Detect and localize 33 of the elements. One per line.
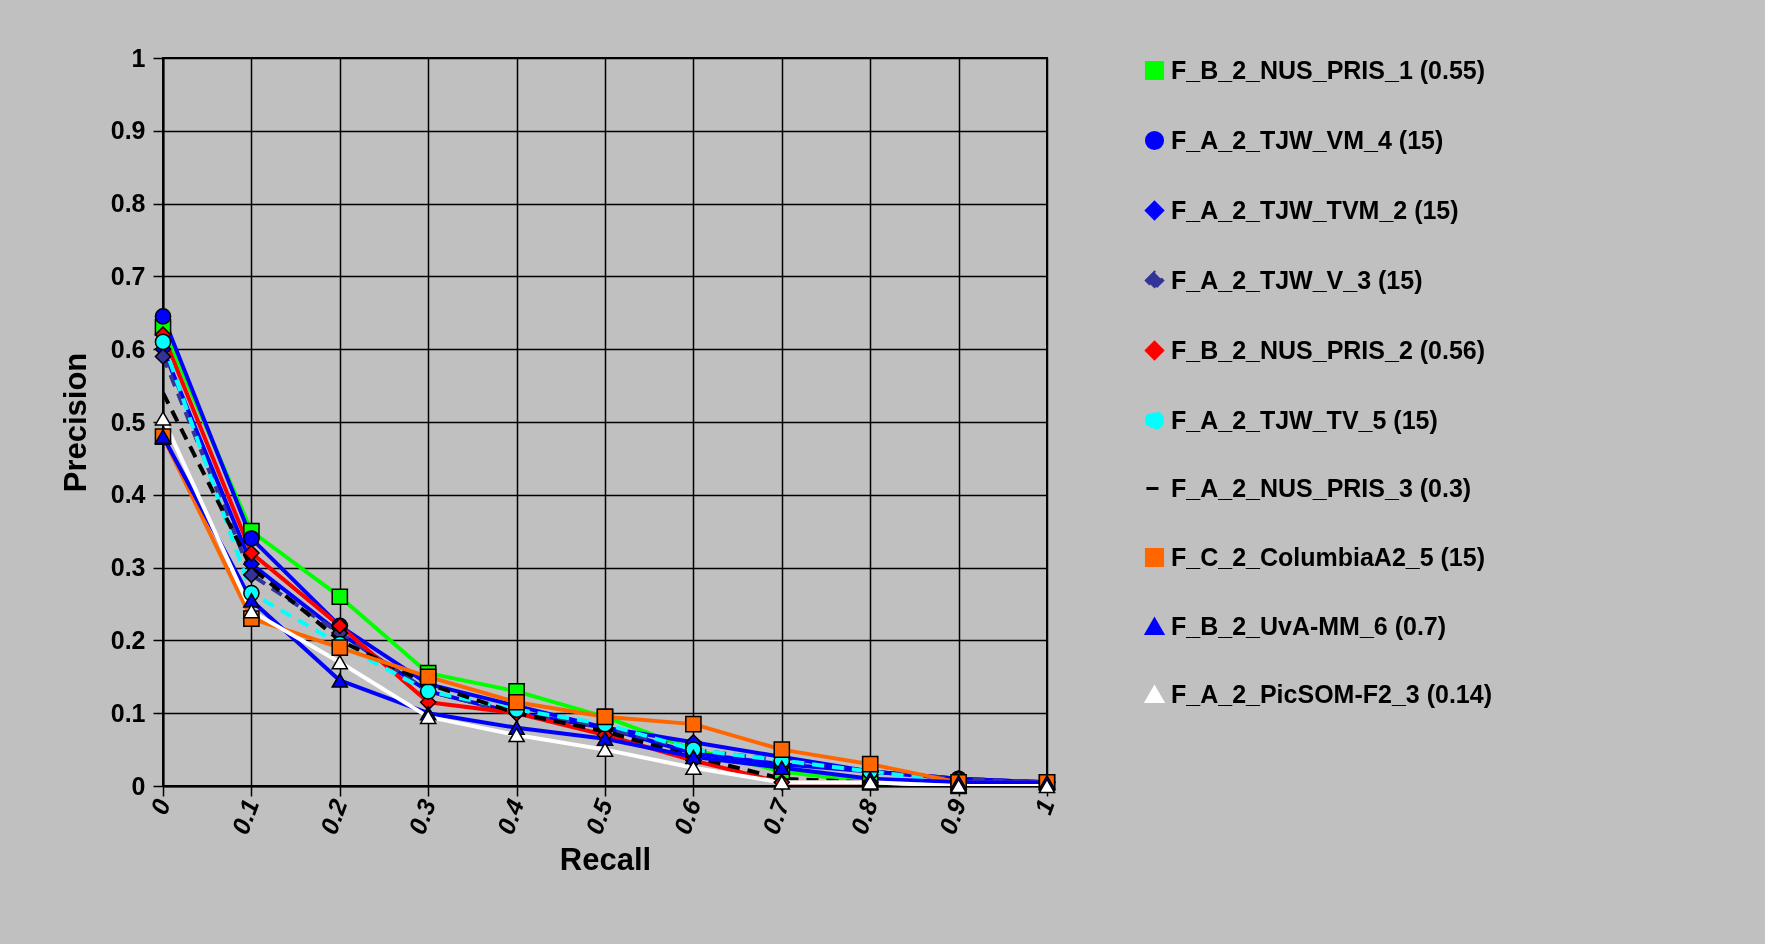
y-tick-label: 0.5	[110, 407, 146, 436]
y-tick-label: 0	[131, 771, 146, 800]
x-tick-label: 0.8	[844, 795, 883, 838]
legend-label: F_B_2_NUS_PRIS_2 (0.56)	[1171, 335, 1486, 364]
y-tick-label: 0.6	[110, 334, 146, 363]
x-axis-title: Recall	[559, 841, 652, 877]
legend-label: F_A_2_TJW_TV_5 (15)	[1171, 405, 1438, 434]
y-tick-label: 0.3	[110, 553, 146, 582]
x-tick-label: 1	[1028, 795, 1060, 819]
legend-label: F_B_2_NUS_PRIS_1 (0.55)	[1171, 55, 1486, 84]
y-tick-label: 0.2	[110, 625, 146, 654]
y-tick-label: 0.1	[110, 698, 146, 727]
x-tick-label: 0.4	[491, 795, 530, 838]
x-tick-label: 0.1	[225, 795, 265, 838]
x-tick-label: 0.5	[579, 794, 619, 838]
x-tick-label: 0.3	[402, 795, 441, 838]
y-tick-label: 0.4	[110, 480, 146, 509]
y-axis-title: Precision	[57, 352, 93, 493]
y-tick-label: 0.7	[110, 261, 146, 290]
x-tick-label: 0.9	[933, 795, 972, 838]
x-tick-label: 0.6	[667, 794, 707, 838]
legend-label: F_C_2_ColumbiaA2_5 (15)	[1171, 542, 1486, 571]
y-tick-label: 0.9	[110, 116, 146, 145]
legend-label: F_A_2_TJW_V_3 (15)	[1171, 265, 1423, 294]
y-tick-label: 1	[131, 43, 146, 72]
legend-label: F_A_2_TJW_TVM_2 (15)	[1171, 195, 1459, 224]
x-tick-label: 0.7	[756, 794, 795, 838]
legend-label: F_A_2_TJW_VM_4 (15)	[1171, 125, 1444, 154]
y-tick-label: 0.8	[110, 189, 146, 218]
legend-label: F_A_2_NUS_PRIS_3 (0.3)	[1171, 473, 1472, 502]
legend-label: F_A_2_PicSOM-F2_3 (0.14)	[1171, 679, 1492, 708]
legend-label: F_B_2_UvA-MM_6 (0.7)	[1171, 611, 1447, 640]
x-tick-label: 0.2	[314, 795, 353, 838]
